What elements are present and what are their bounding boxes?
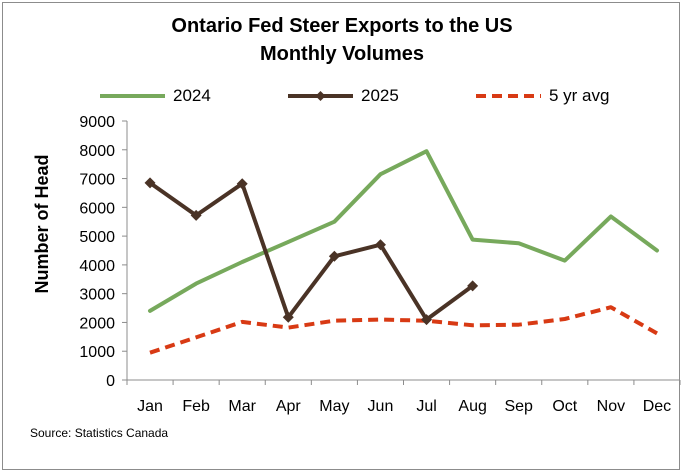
x-tick-label: Nov <box>597 398 625 415</box>
x-tick-label: Jan <box>137 398 163 415</box>
data-point-2025 <box>421 314 433 326</box>
x-tick-label: Mar <box>228 398 256 415</box>
data-point-2025 <box>282 311 294 323</box>
x-tick-label: Feb <box>182 398 210 415</box>
chart-title-line-1: Ontario Fed Steer Exports to the US <box>171 15 513 37</box>
y-tick-label: 5000 <box>79 229 115 246</box>
x-tick-label: Apr <box>276 398 302 415</box>
series-line-2024 <box>148 149 659 313</box>
data-point-2025 <box>374 239 386 251</box>
data-point-2025 <box>467 280 479 292</box>
y-tick-label: 9000 <box>79 114 115 131</box>
y-tick-label: 8000 <box>79 143 115 160</box>
y-tick-label: 0 <box>106 373 115 390</box>
source-note: Source: Statistics Canada <box>30 426 169 440</box>
y-tick-label: 3000 <box>79 287 115 304</box>
chart-title-line-2: Monthly Volumes <box>259 43 425 65</box>
legend-label-2024: 2024 <box>173 86 211 105</box>
y-tick-label: 4000 <box>79 258 115 275</box>
x-tick-label: Jul <box>416 398 436 415</box>
series-line-5-yr-avg <box>149 305 658 355</box>
data-point-2025 <box>328 250 340 262</box>
chart-frame <box>2 2 680 470</box>
series-line-2025 <box>148 180 475 322</box>
y-tick-label: 6000 <box>79 200 115 217</box>
x-tick-label: May <box>319 398 349 415</box>
data-point-2025 <box>144 177 156 189</box>
y-tick-label: 1000 <box>79 344 115 361</box>
legend-label-2025: 2025 <box>361 86 399 105</box>
y-tick-label: 7000 <box>79 172 115 189</box>
y-axis-label: Number of Head <box>32 154 52 293</box>
x-tick-label: Sep <box>504 398 533 415</box>
legend-label-5yr-avg: 5 yr avg <box>549 86 610 105</box>
y-tick-label: 2000 <box>79 315 115 332</box>
x-tick-label: Aug <box>458 398 486 415</box>
data-point-2025 <box>190 209 202 221</box>
x-tick-label: Jun <box>368 398 394 415</box>
data-point-2025 <box>236 178 248 190</box>
x-tick-label: Dec <box>643 398 671 415</box>
x-tick-label: Oct <box>552 398 577 415</box>
